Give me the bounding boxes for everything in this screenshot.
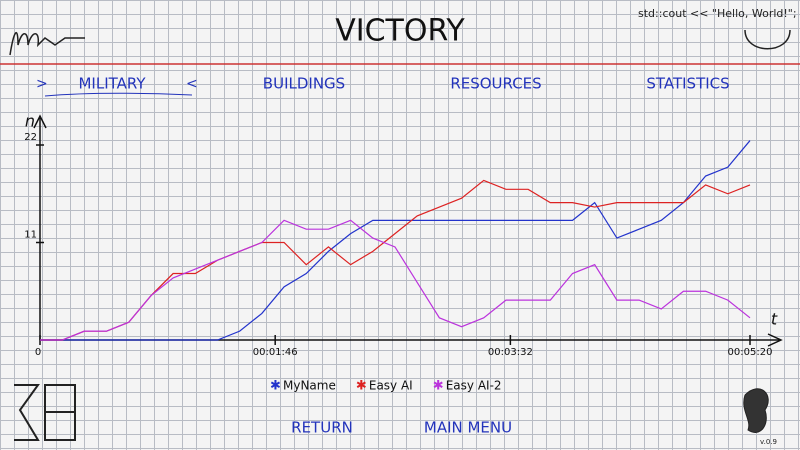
y-axis-label: n [25, 112, 35, 131]
legend-marker: ✱ [270, 379, 281, 394]
signature [9, 32, 85, 56]
selector-left: > [36, 76, 48, 92]
code-note: std::cout << "Hello, World!"; [638, 7, 797, 20]
legend-label: Easy AI-2 [446, 379, 502, 393]
tab[interactable]: MILITARY [78, 75, 146, 93]
lizard-icon [743, 388, 769, 433]
main-menu-button[interactable]: MAIN MENU [424, 419, 512, 437]
legend-label: MyName [283, 379, 336, 393]
y-tick-label: 22 [24, 132, 37, 143]
x-tick-label: 00:03:32 [488, 347, 533, 358]
series-line [40, 140, 751, 341]
series-line [40, 179, 751, 341]
axis-arrows [33, 114, 783, 347]
tab-underline [44, 92, 193, 97]
legend-marker: ✱ [433, 379, 444, 394]
tab[interactable]: STATISTICS [646, 75, 729, 93]
selector-right: < [186, 76, 198, 92]
series-line [40, 219, 751, 341]
y-tick-label: 11 [24, 230, 37, 241]
legend-marker: ✱ [356, 379, 367, 394]
title: VICTORY [335, 14, 465, 49]
x-tick-label: 0 [35, 347, 41, 358]
version: v.0.9 [760, 438, 777, 446]
legend-label: Easy AI [369, 379, 413, 393]
doodle [744, 29, 791, 50]
return-button[interactable]: RETURN [291, 419, 353, 437]
tab[interactable]: BUILDINGS [263, 75, 345, 93]
x-tick-label: 00:01:46 [253, 347, 298, 358]
tab[interactable]: RESOURCES [450, 75, 541, 93]
logo [14, 384, 76, 441]
x-axis-label: t [771, 310, 778, 329]
x-tick-label: 00:05:20 [728, 347, 773, 358]
